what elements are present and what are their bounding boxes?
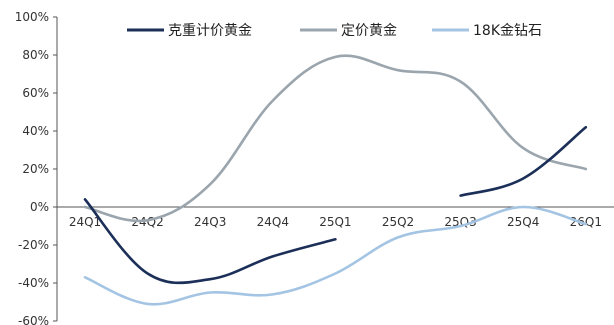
x-axis: 24Q1 24Q2 24Q3 24Q4 25Q1 25Q2 25Q3 25Q4 26Q1 <box>57 206 614 229</box>
x-tick-label: 25Q2 <box>382 215 414 229</box>
series-line-2 <box>83 205 588 306</box>
x-tick-label: 25Q3 <box>444 215 476 229</box>
legend-label: 定价黄金 <box>341 22 397 39</box>
y-tick-label: 20% <box>22 162 49 176</box>
y-axis: 100% 80% 60% 40% 20% 0% -20% -40% -60% <box>15 10 58 325</box>
legend-label: 18K金钻石 <box>473 23 542 39</box>
y-tick-label: 60% <box>22 86 49 100</box>
y-tick-label: -60% <box>18 314 49 325</box>
series-line-0 <box>83 198 337 285</box>
y-tick-label: 40% <box>22 124 49 138</box>
x-tick-label: 24Q1 <box>69 215 101 229</box>
x-tick-label: 25Q1 <box>319 215 351 229</box>
x-tick-label: 24Q3 <box>194 215 226 229</box>
x-tick-label: 26Q1 <box>570 215 602 229</box>
legend: 克重计价黄金 定价黄金 18K金钻石 <box>127 22 542 39</box>
x-tick-label: 25Q4 <box>507 215 539 229</box>
x-tick-label: 24Q4 <box>257 215 289 229</box>
legend-label: 克重计价黄金 <box>168 22 252 39</box>
y-tick-label: 100% <box>15 10 49 24</box>
y-tick-label: 80% <box>22 48 49 62</box>
y-tick-label: 0% <box>30 200 49 214</box>
series-line-0 <box>459 125 588 197</box>
y-tick-label: -20% <box>18 238 49 252</box>
series-line-1 <box>83 54 588 223</box>
series-lines <box>83 54 588 306</box>
y-tick-label: -40% <box>18 276 49 290</box>
